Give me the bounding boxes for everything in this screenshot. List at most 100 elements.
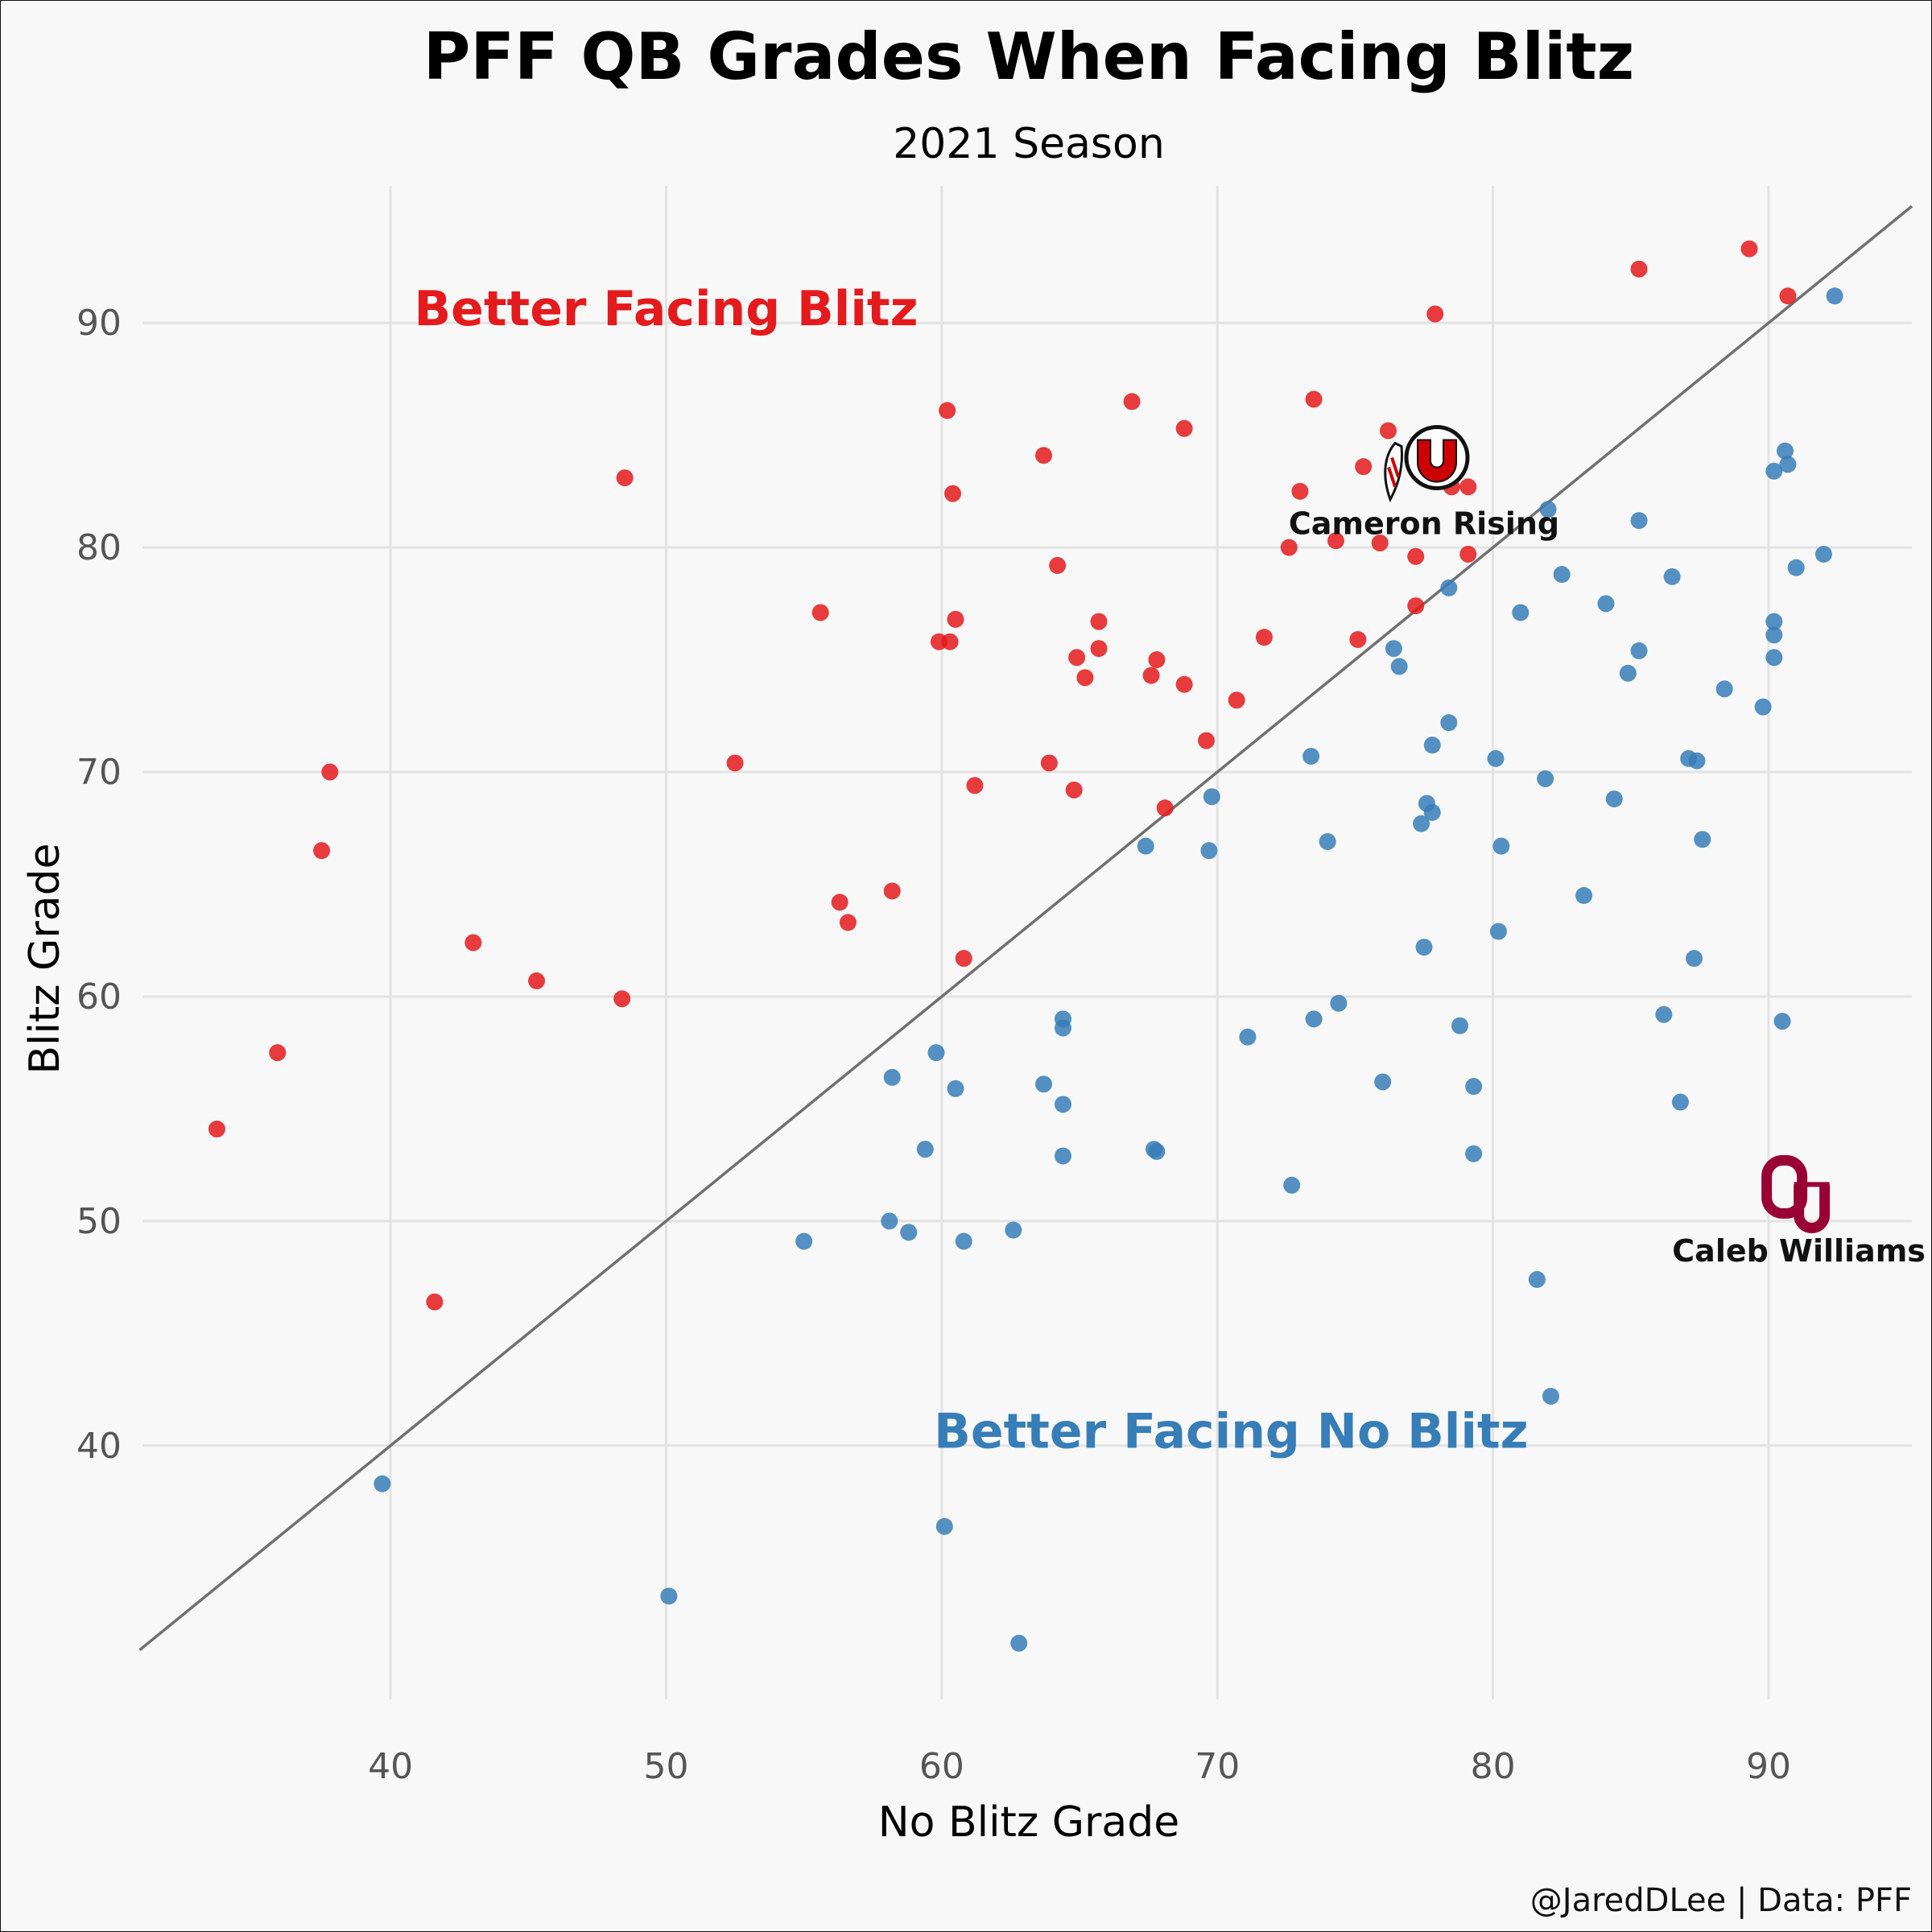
point-better-facing-blitz — [1040, 754, 1058, 772]
point-better-facing-no-blitz — [881, 1212, 898, 1230]
point-better-facing-blitz — [1175, 675, 1193, 693]
point-better-facing-blitz — [1740, 240, 1758, 258]
point-better-facing-no-blitz — [900, 1224, 918, 1241]
point-better-facing-no-blitz — [1492, 837, 1510, 855]
point-better-facing-no-blitz — [1575, 886, 1593, 904]
point-better-facing-blitz — [1035, 447, 1053, 464]
point-better-facing-blitz — [883, 882, 901, 900]
point-better-facing-blitz — [1407, 597, 1425, 615]
point-better-facing-no-blitz — [1451, 1017, 1469, 1034]
point-better-facing-blitz — [528, 972, 546, 989]
point-better-facing-blitz — [1426, 305, 1444, 323]
point-better-facing-no-blitz — [1512, 604, 1530, 621]
chart-caption: @JaredDLee | Data: PFF — [1530, 1882, 1912, 1919]
x-tick-label: 40 — [368, 1746, 413, 1787]
point-better-facing-blitz — [1280, 539, 1298, 556]
point-better-facing-no-blitz — [1765, 649, 1783, 667]
point-better-facing-no-blitz — [1035, 1075, 1053, 1093]
point-better-facing-blitz — [1175, 419, 1193, 437]
point-better-facing-no-blitz — [935, 1517, 953, 1535]
data-points — [208, 240, 1843, 1652]
chart-subtitle: 2021 Season — [893, 120, 1165, 168]
quadrant-labels: Better Facing Blitz Better Facing No Blit… — [414, 281, 1528, 1460]
point-better-facing-no-blitz — [1330, 994, 1348, 1012]
point-better-facing-blitz — [208, 1121, 225, 1138]
point-better-facing-no-blitz — [1779, 456, 1797, 473]
point-better-facing-blitz — [1327, 532, 1344, 550]
point-better-facing-no-blitz — [1440, 579, 1458, 597]
point-better-facing-no-blitz — [955, 1232, 972, 1250]
point-better-facing-no-blitz — [1465, 1078, 1483, 1096]
point-better-facing-blitz — [1779, 287, 1797, 305]
point-better-facing-no-blitz — [1630, 512, 1648, 530]
point-better-facing-no-blitz — [1005, 1221, 1022, 1239]
point-better-facing-no-blitz — [1148, 1142, 1166, 1160]
point-better-facing-no-blitz — [1302, 747, 1320, 765]
point-better-facing-no-blitz — [927, 1044, 945, 1062]
y-tick-label: 60 — [76, 976, 122, 1018]
point-better-facing-no-blitz — [1754, 698, 1772, 716]
point-better-facing-no-blitz — [1605, 790, 1623, 807]
point-better-facing-no-blitz — [1765, 613, 1783, 630]
point-better-facing-no-blitz — [374, 1475, 391, 1492]
y-tick-label: 80 — [76, 527, 122, 568]
equal-grade-reference-line — [138, 204, 1913, 1651]
point-better-facing-no-blitz — [1487, 749, 1505, 767]
point-better-facing-blitz — [1076, 669, 1094, 687]
point-better-facing-no-blitz — [1537, 770, 1554, 787]
point-better-facing-no-blitz — [1305, 1010, 1323, 1028]
point-better-facing-no-blitz — [1619, 664, 1637, 682]
point-better-facing-no-blitz — [1239, 1028, 1257, 1046]
point-better-facing-no-blitz — [1415, 939, 1433, 956]
y-tick-label: 50 — [76, 1201, 122, 1242]
point-better-facing-blitz — [464, 934, 482, 952]
point-better-facing-no-blitz — [1200, 842, 1218, 860]
point-better-facing-blitz — [1371, 535, 1389, 552]
point-better-facing-blitz — [1156, 799, 1174, 817]
point-better-facing-no-blitz — [1283, 1176, 1301, 1194]
point-better-facing-no-blitz — [1055, 1019, 1072, 1037]
point-better-facing-blitz — [1228, 691, 1245, 709]
point-better-facing-no-blitz — [1423, 803, 1441, 821]
point-better-facing-no-blitz — [1630, 642, 1648, 659]
point-better-facing-blitz — [1065, 781, 1083, 799]
point-better-facing-no-blitz — [1374, 1073, 1392, 1091]
point-better-facing-no-blitz — [1440, 714, 1458, 732]
point-better-facing-no-blitz — [1385, 640, 1402, 658]
y-axis-title: Blitz Grade — [21, 843, 69, 1074]
point-better-facing-no-blitz — [1765, 626, 1783, 644]
x-tick-label: 70 — [1195, 1746, 1240, 1787]
point-better-facing-no-blitz — [1597, 595, 1615, 613]
point-better-facing-blitz — [1349, 630, 1367, 648]
point-better-facing-blitz — [1305, 390, 1323, 408]
point-better-facing-blitz — [613, 990, 631, 1008]
point-better-facing-blitz — [616, 469, 634, 487]
point-better-facing-no-blitz — [1773, 1013, 1791, 1030]
point-better-facing-no-blitz — [1528, 1270, 1546, 1288]
y-tick-label: 70 — [76, 752, 122, 793]
point-better-facing-blitz — [269, 1044, 287, 1062]
point-better-facing-no-blitz — [660, 1587, 678, 1605]
point-better-facing-no-blitz — [1814, 545, 1832, 563]
quadrant-label: Better Facing Blitz — [414, 281, 918, 337]
point-better-facing-blitz — [1407, 547, 1425, 565]
point-better-facing-no-blitz — [947, 1080, 964, 1097]
point-better-facing-no-blitz — [1423, 737, 1441, 754]
point-better-facing-blitz — [726, 754, 744, 772]
point-better-facing-no-blitz — [1390, 658, 1408, 675]
point-better-facing-blitz — [321, 763, 339, 781]
point-better-facing-no-blitz — [1465, 1145, 1483, 1162]
point-better-facing-blitz — [939, 402, 956, 419]
point-better-facing-blitz — [1090, 640, 1108, 658]
point-better-facing-no-blitz — [916, 1141, 934, 1158]
axis-tick-labels: 40 50 60 70 80 90 40 50 60 70 80 90 — [76, 303, 1791, 1787]
point-better-facing-blitz — [1459, 478, 1477, 496]
y-tick-label: 90 — [76, 303, 122, 344]
y-tick-label: 40 — [76, 1426, 122, 1467]
point-better-facing-blitz — [831, 894, 848, 911]
point-better-facing-no-blitz — [1787, 559, 1805, 576]
point-better-facing-blitz — [1380, 422, 1397, 440]
point-better-facing-blitz — [955, 950, 972, 968]
